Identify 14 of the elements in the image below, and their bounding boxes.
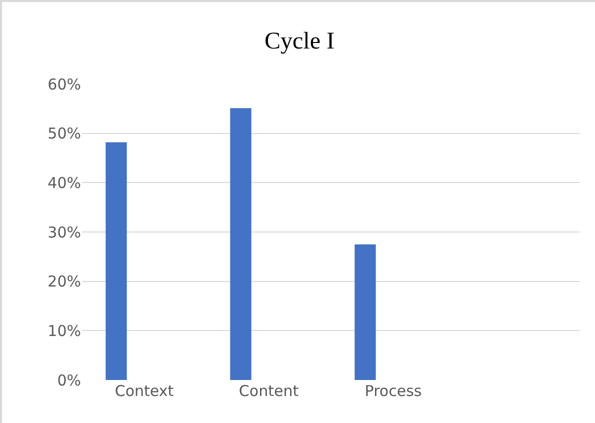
y-tick-label: 20% [48,272,81,291]
y-tick-label: 40% [48,174,81,192]
y-tick-label: 0% [57,371,81,390]
y-tick-label: 30% [48,223,81,242]
chart-title: Cycle I [264,28,334,54]
bar [230,108,252,380]
x-tick-label: Content [238,382,299,400]
y-tick-label: 50% [48,124,81,143]
y-tick-label: 10% [48,322,81,340]
bar [106,142,127,380]
x-tick-label: Context [114,382,174,400]
bar [354,244,376,380]
x-tick-label: Process [364,382,422,400]
y-tick-label: 60% [48,75,81,94]
